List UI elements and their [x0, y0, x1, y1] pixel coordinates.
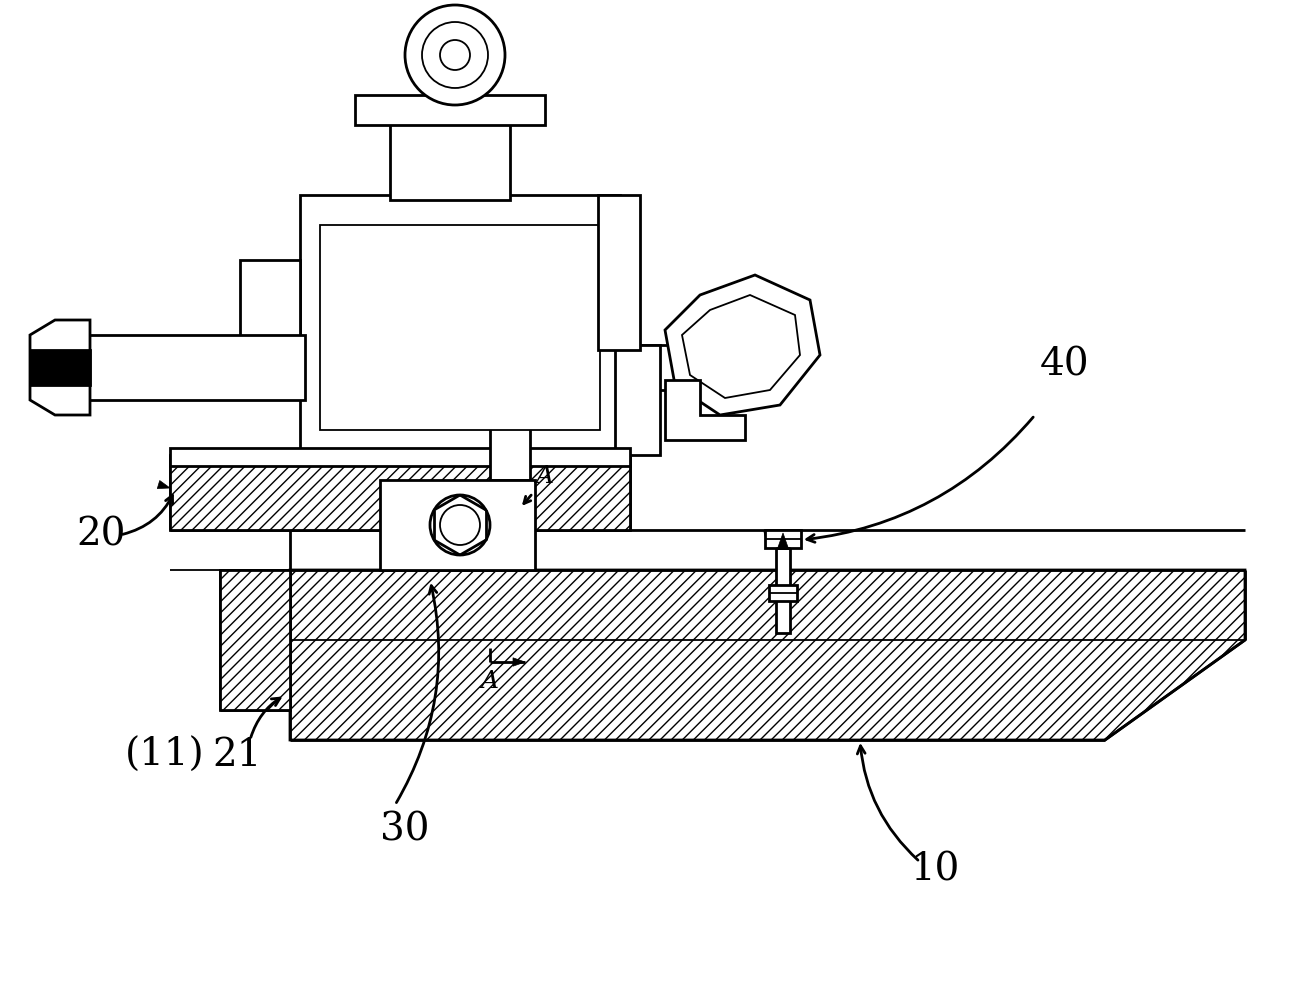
- Bar: [320, 225, 600, 430]
- Circle shape: [405, 5, 505, 105]
- Bar: [355, 95, 546, 125]
- Circle shape: [422, 22, 488, 88]
- Text: 30: 30: [381, 811, 430, 849]
- Polygon shape: [778, 533, 788, 547]
- Circle shape: [440, 505, 481, 545]
- Polygon shape: [30, 320, 90, 415]
- Bar: [220, 570, 290, 710]
- Polygon shape: [665, 275, 820, 415]
- Text: 10: 10: [911, 852, 960, 888]
- Bar: [490, 345, 530, 480]
- Text: A: A: [481, 670, 499, 694]
- Polygon shape: [157, 481, 170, 489]
- Bar: [55, 335, 305, 400]
- Bar: [765, 530, 801, 548]
- Polygon shape: [290, 570, 1244, 740]
- Bar: [240, 260, 300, 360]
- Polygon shape: [513, 658, 525, 666]
- Text: 20: 20: [77, 516, 126, 553]
- Bar: [30, 350, 90, 385]
- Bar: [620, 345, 760, 390]
- Bar: [170, 448, 630, 466]
- Circle shape: [430, 495, 490, 555]
- Text: A: A: [536, 465, 553, 488]
- Bar: [390, 100, 511, 200]
- Text: (11): (11): [125, 737, 205, 773]
- Bar: [614, 345, 660, 455]
- Bar: [776, 548, 790, 633]
- Bar: [598, 195, 640, 350]
- Bar: [30, 350, 90, 385]
- Bar: [300, 195, 620, 455]
- Polygon shape: [170, 455, 630, 530]
- Text: 21: 21: [212, 737, 261, 773]
- Bar: [381, 480, 535, 570]
- Polygon shape: [665, 380, 746, 440]
- Bar: [769, 585, 798, 601]
- Circle shape: [440, 40, 470, 70]
- Text: 40: 40: [1040, 347, 1090, 383]
